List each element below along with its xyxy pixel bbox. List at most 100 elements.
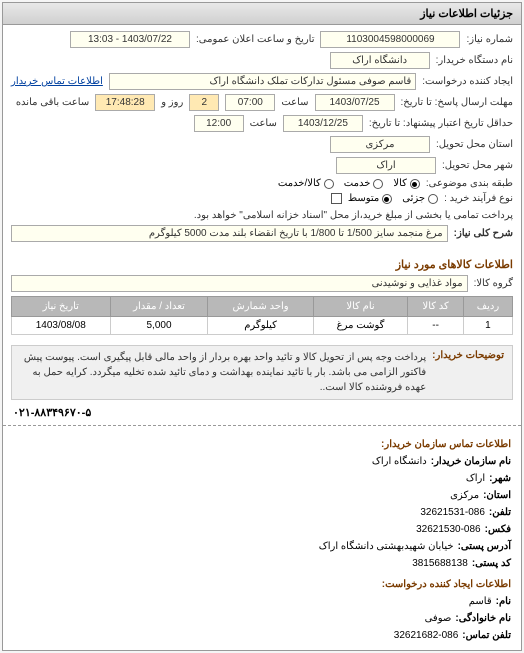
td-5: 1403/08/08 <box>12 317 111 335</box>
radio-dot-icon <box>410 179 420 189</box>
radio-medium[interactable]: متوسط <box>348 193 392 204</box>
delivery-city-label: شهر محل تحویل: <box>442 160 513 171</box>
cb-fax-label: فکس: <box>485 521 511 538</box>
row-valid: حداقل تاریخ اعتبار پیشنهاد: تا تاریخ: 14… <box>11 115 513 132</box>
pub-datetime-field: 1403/07/22 - 13:03 <box>70 31 190 48</box>
valid-label: حداقل تاریخ اعتبار پیشنهاد: تا تاریخ: <box>369 118 513 129</box>
note-label: توضیحات خریدار: <box>432 350 504 395</box>
row-goods-group: گروه کالا: مواد غذایی و نوشیدنی <box>11 275 513 292</box>
pub-datetime-label: تاریخ و ساعت اعلان عمومی: <box>196 34 315 45</box>
cc-name-label: نام: <box>496 593 511 610</box>
row-purchase-type: نوع فرآیند خرید : جزئی متوسط پرداخت تمام… <box>11 193 513 221</box>
days-remain-label: روز و <box>161 97 183 108</box>
goods-group-field: مواد غذایی و نوشیدنی <box>11 275 468 292</box>
td-1: -- <box>408 317 464 335</box>
cb-addr: خیابان شهیدبهشتی دانشگاه اراک <box>319 538 454 555</box>
radio-goods[interactable]: کالا <box>393 178 420 189</box>
goods-table: ردیف کد کالا نام کالا واحد شمارش تعداد /… <box>11 296 513 335</box>
contact-line: کد پستی:3815688138 <box>13 555 511 572</box>
contact-line: نام سازمان خریدار:دانشگاه اراک <box>13 453 511 470</box>
th-0: ردیف <box>463 297 512 317</box>
desc-field: مرغ منجمد سایز 1/500 تا 1/800 با تاریخ ا… <box>11 225 448 242</box>
goods-body: گروه کالا: مواد غذایی و نوشیدنی ردیف کد … <box>3 273 521 341</box>
time-remain-label: ساعت باقی مانده <box>16 97 89 108</box>
radio-small[interactable]: جزئی <box>402 193 438 204</box>
cb-tel: 32621531-086 <box>420 504 485 521</box>
cc-name: قاسم <box>469 593 492 610</box>
radio-service-label: خدمت <box>344 178 371 189</box>
table-row: 1 -- گوشت مرغ کیلوگرم 5,000 1403/08/08 <box>12 317 513 335</box>
cc-tel: 32621682-086 <box>394 627 459 644</box>
purchase-radio-group: جزئی متوسط <box>348 193 438 204</box>
radio-both-label: کالا/خدمت <box>278 178 321 189</box>
th-5: تاریخ نیاز <box>12 297 111 317</box>
cb-province-label: استان: <box>483 487 511 504</box>
radio-dot-icon <box>428 194 438 204</box>
req-no-label: شماره نیاز: <box>466 34 513 45</box>
row-delivery-city: شهر محل تحویل: اراک <box>11 157 513 174</box>
row-reqno: شماره نیاز: 1103004598000069 تاریخ و ساع… <box>11 31 513 48</box>
row-buyer: نام دستگاه خریدار: دانشگاه اراک <box>11 52 513 69</box>
cb-post-label: کد پستی: <box>472 555 511 572</box>
form-body: شماره نیاز: 1103004598000069 تاریخ و ساع… <box>3 25 521 252</box>
separator <box>3 425 521 426</box>
contact-creator-title: اطلاعات ایجاد کننده درخواست: <box>13 576 511 593</box>
creator-field: قاسم صوفی مسئول تدارکات تملک دانشگاه ارا… <box>109 73 416 90</box>
row-desc: شرح کلی نیاز: مرغ منجمد سایز 1/500 تا 1/… <box>11 225 513 242</box>
delivery-province-field: مرکزی <box>330 136 430 153</box>
buyer-name-field: دانشگاه اراک <box>330 52 430 69</box>
details-panel: جزئیات اطلاعات نیاز شماره نیاز: 11030045… <box>2 2 522 651</box>
purchase-note: پرداخت تمامی یا بخشی از مبلغ خرید،از محل… <box>194 210 513 221</box>
budget-radio-group: کالا خدمت کالا/خدمت <box>278 178 420 189</box>
contact-line: نام: قاسم <box>13 593 511 610</box>
deadline-time-field: 07:00 <box>225 94 275 111</box>
td-0: 1 <box>463 317 512 335</box>
contact-line: فکس:32621530-086 <box>13 521 511 538</box>
desc-label: شرح کلی نیاز: <box>454 228 513 239</box>
row-budget-type: طبقه بندی موضوعی: کالا خدمت کالا/خدمت <box>11 178 513 189</box>
cb-city: اراک <box>466 470 485 487</box>
radio-medium-label: متوسط <box>348 193 379 204</box>
deadline-label: مهلت ارسال پاسخ: تا تاریخ: <box>401 97 513 108</box>
contact-line: تلفن:32621531-086 <box>13 504 511 521</box>
delivery-city-field: اراک <box>336 157 436 174</box>
contact-line: شهر:اراک <box>13 470 511 487</box>
buyer-name-label: نام دستگاه خریدار: <box>436 55 513 66</box>
radio-dot-icon <box>382 194 392 204</box>
creator-label: ایجاد کننده درخواست: <box>422 76 513 87</box>
cb-addr-label: آدرس پستی: <box>458 538 511 555</box>
checkbox-treasury[interactable] <box>331 193 342 204</box>
cb-fax: 32621530-086 <box>416 521 481 538</box>
contact-line: نام خانوادگی:صوفی <box>13 610 511 627</box>
cb-province: مرکزی <box>450 487 479 504</box>
goods-section-title: اطلاعات کالاهای مورد نیاز <box>3 252 521 273</box>
radio-service[interactable]: خدمت <box>344 178 384 189</box>
hour-label-1: ساعت <box>281 97 308 108</box>
row-creator: ایجاد کننده درخواست: قاسم صوفی مسئول تدا… <box>11 73 513 90</box>
panel-title: جزئیات اطلاعات نیاز <box>3 3 521 25</box>
cc-lname-label: نام خانوادگی: <box>455 610 511 627</box>
td-2: گوشت مرغ <box>313 317 408 335</box>
radio-both[interactable]: کالا/خدمت <box>278 178 334 189</box>
th-2: نام کالا <box>313 297 408 317</box>
hour-label-2: ساعت <box>250 118 277 129</box>
th-3: واحد شمارش <box>208 297 313 317</box>
radio-small-label: جزئی <box>402 193 425 204</box>
radio-goods-label: کالا <box>393 178 407 189</box>
req-no-field: 1103004598000069 <box>320 31 460 48</box>
budget-type-label: طبقه بندی موضوعی: <box>426 178 513 189</box>
contact-buyer-block: اطلاعات تماس سازمان خریدار: نام سازمان خ… <box>3 430 521 650</box>
buyer-contact-link[interactable]: اطلاعات تماس خریدار <box>11 76 103 87</box>
cc-lname: صوفی <box>425 610 452 627</box>
cb-tel-label: تلفن: <box>489 504 511 521</box>
delivery-province-label: استان محل تحویل: <box>436 139 513 150</box>
tel-left: ۰۲۱-۸۸۳۴۹۶۷۰-۵ <box>3 404 521 421</box>
td-4: 5,000 <box>110 317 208 335</box>
contact-line: استان:مرکزی <box>13 487 511 504</box>
radio-dot-icon <box>373 179 383 189</box>
cc-tel-label: تلفن تماس: <box>462 627 511 644</box>
purchase-type-label: نوع فرآیند خرید : <box>444 193 513 204</box>
deadline-date-field: 1403/07/25 <box>315 94 395 111</box>
valid-time-field: 12:00 <box>194 115 244 132</box>
days-remain-field: 2 <box>189 94 219 111</box>
